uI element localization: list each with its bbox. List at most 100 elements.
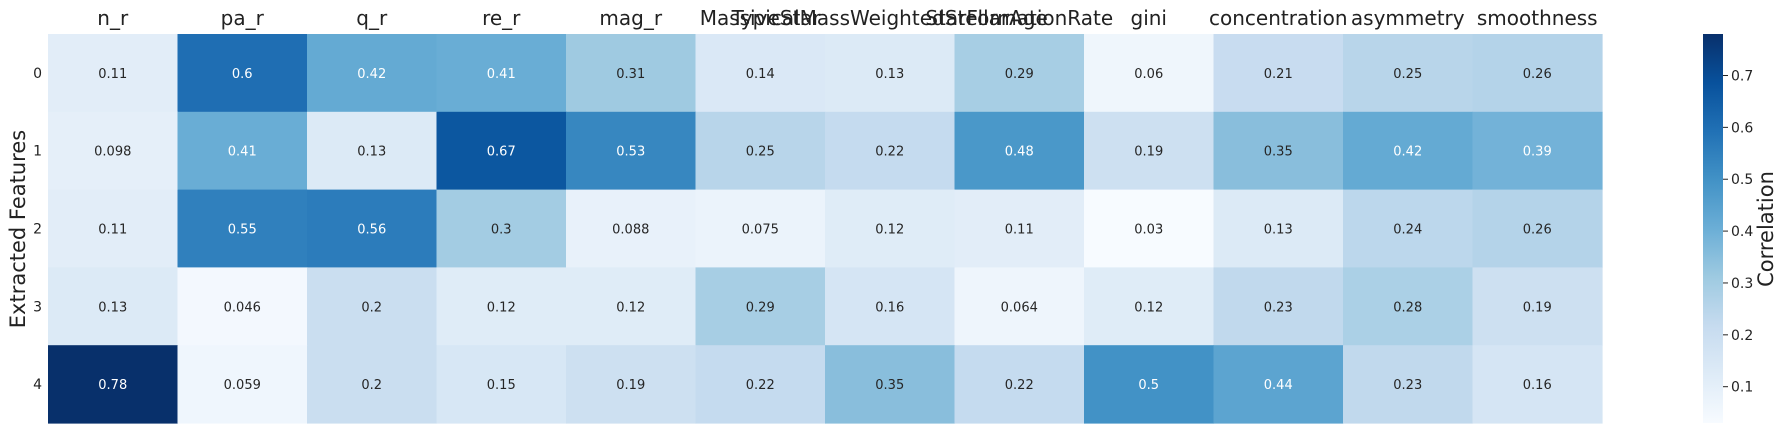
- cell-value-label: 0.23: [1264, 300, 1293, 315]
- heatmap-cell: [177, 111, 308, 191]
- heatmap-cell: [1084, 345, 1215, 424]
- cell-value-label: 0.13: [875, 67, 904, 82]
- column-label: TypicalMassWeightedStellarAge: [731, 6, 1048, 30]
- cell-value-label: 0.11: [1005, 223, 1034, 238]
- cell-value-label: 0.42: [1393, 145, 1422, 160]
- cell-value-label: 0.13: [1264, 223, 1293, 238]
- cell-value-label: 0.16: [875, 300, 904, 315]
- heatmap-cell: [1084, 189, 1215, 268]
- cell-value-label: 0.22: [746, 378, 775, 393]
- cell-value-label: 0.2: [361, 378, 382, 393]
- heatmap-cell: [307, 267, 438, 346]
- cell-value-label: 0.35: [875, 378, 904, 393]
- heatmap-cell: [1472, 345, 1603, 424]
- cell-value-label: 0.14: [746, 67, 775, 82]
- heatmap-cell: [566, 111, 697, 191]
- column-label: smoothness: [1477, 6, 1598, 30]
- heatmap-cell: [436, 34, 567, 113]
- heatmap-cell: [566, 345, 697, 424]
- heatmap-cell: [1343, 345, 1474, 424]
- heatmap-cell: [695, 111, 826, 191]
- cell-value-label: 0.11: [98, 67, 127, 82]
- colorbar-tick-label: 0.1: [1731, 380, 1753, 396]
- column-label: StarFormationRate: [925, 6, 1113, 30]
- heatmap-cell: [1213, 189, 1344, 268]
- cell-value-label: 0.21: [1264, 67, 1293, 82]
- heatmap-cell: [436, 189, 567, 268]
- heatmap-cell: [1343, 34, 1474, 113]
- heatmap-cell: [48, 34, 179, 113]
- heatmap-cell: [1472, 267, 1603, 346]
- cell-value-label: 0.15: [487, 378, 516, 393]
- heatmap-cell: [177, 267, 308, 346]
- row-labels: 0 1 2 3 4: [33, 66, 42, 393]
- heatmap-cell: [1472, 111, 1603, 191]
- cell-value-label: 0.064: [1001, 300, 1038, 315]
- heatmap-cell: [825, 189, 956, 268]
- heatmap-cell: [566, 267, 697, 346]
- cell-value-label: 0.12: [616, 300, 645, 315]
- colorbar-tick-label: 0.5: [1731, 172, 1753, 188]
- cell-value-label: 0.31: [616, 67, 645, 82]
- cell-value-label: 0.19: [1134, 145, 1163, 160]
- heatmap-cell: [48, 345, 179, 424]
- heatmap-cell: [954, 267, 1085, 346]
- heatmap-cell: [825, 267, 956, 346]
- cell-value-label: 0.22: [1005, 378, 1034, 393]
- heatmap-cell: [436, 345, 567, 424]
- cell-value-label: 0.44: [1264, 378, 1293, 393]
- heatmap-cell: [48, 267, 179, 346]
- colorbar-title: Correlation: [1754, 171, 1778, 287]
- cell-value-label: 0.13: [357, 145, 386, 160]
- heatmap-cell: [954, 345, 1085, 424]
- cell-value-label: 0.25: [746, 145, 775, 160]
- heatmap-cell: [566, 189, 697, 268]
- colorbar-tick-label: 0.2: [1731, 328, 1753, 344]
- heatmap-cell: [954, 189, 1085, 268]
- colorbar-tick-label: 0.7: [1731, 68, 1753, 84]
- heatmap-cell: [1084, 34, 1215, 113]
- cell-value-label: 0.29: [1005, 67, 1034, 82]
- cell-value-label: 0.29: [746, 300, 775, 315]
- cell-value-label: 0.12: [1134, 300, 1163, 315]
- heatmap-cell: [695, 189, 826, 268]
- cell-value-label: 0.67: [487, 145, 516, 160]
- heatmap-cell: [566, 34, 697, 113]
- heatmap-cell: [1213, 111, 1344, 191]
- heatmap-cell: [1343, 189, 1474, 268]
- colorbar-tick-label: 0.4: [1731, 224, 1753, 240]
- heatmap-cell: [1343, 267, 1474, 346]
- heatmap-cell: [825, 111, 956, 191]
- cell-value-label: 0.24: [1393, 223, 1422, 238]
- heatmap-cell: [1472, 189, 1603, 268]
- column-labels: n_r pa_r q_r re_r mag_r MassiveStarTypicalMas…: [97, 6, 1597, 30]
- column-label: re_r: [482, 6, 521, 30]
- cell-value-label: 0.26: [1523, 223, 1552, 238]
- heatmap-cell: [695, 267, 826, 346]
- cell-value-label: 0.28: [1393, 300, 1422, 315]
- heatmap-cell: [177, 189, 308, 268]
- cell-value-label: 0.12: [487, 300, 516, 315]
- heatmap-cell: [954, 34, 1085, 113]
- heatmap-cell: [307, 189, 438, 268]
- cell-value-label: 0.53: [616, 145, 645, 160]
- cell-value-label: 0.5: [1138, 378, 1159, 393]
- heatmap-cell: [307, 345, 438, 424]
- cell-value-label: 0.56: [357, 223, 386, 238]
- cell-value-label: 0.03: [1134, 223, 1163, 238]
- cell-value-label: 0.22: [875, 145, 904, 160]
- heatmap-cell: [1213, 345, 1344, 424]
- cell-value-label: 0.088: [612, 223, 649, 238]
- cell-value-label: 0.098: [94, 145, 131, 160]
- column-label: concentration: [1209, 6, 1348, 30]
- heatmap-cell: [177, 34, 308, 113]
- heatmap-cell: [1213, 34, 1344, 113]
- heatmap-cell-labels: 0.11 0.6 0.42 0.41 0.31 0.14 0.13 0.29 0.06 0.21 0…: [94, 67, 1552, 393]
- heatmap-cell: [177, 345, 308, 424]
- heatmap-cell: [695, 34, 826, 113]
- cell-value-label: 0.26: [1523, 67, 1552, 82]
- cell-value-label: 0.39: [1523, 145, 1552, 160]
- cell-value-label: 0.3: [491, 223, 512, 238]
- row-label: 1: [33, 144, 42, 160]
- cell-value-label: 0.35: [1264, 145, 1293, 160]
